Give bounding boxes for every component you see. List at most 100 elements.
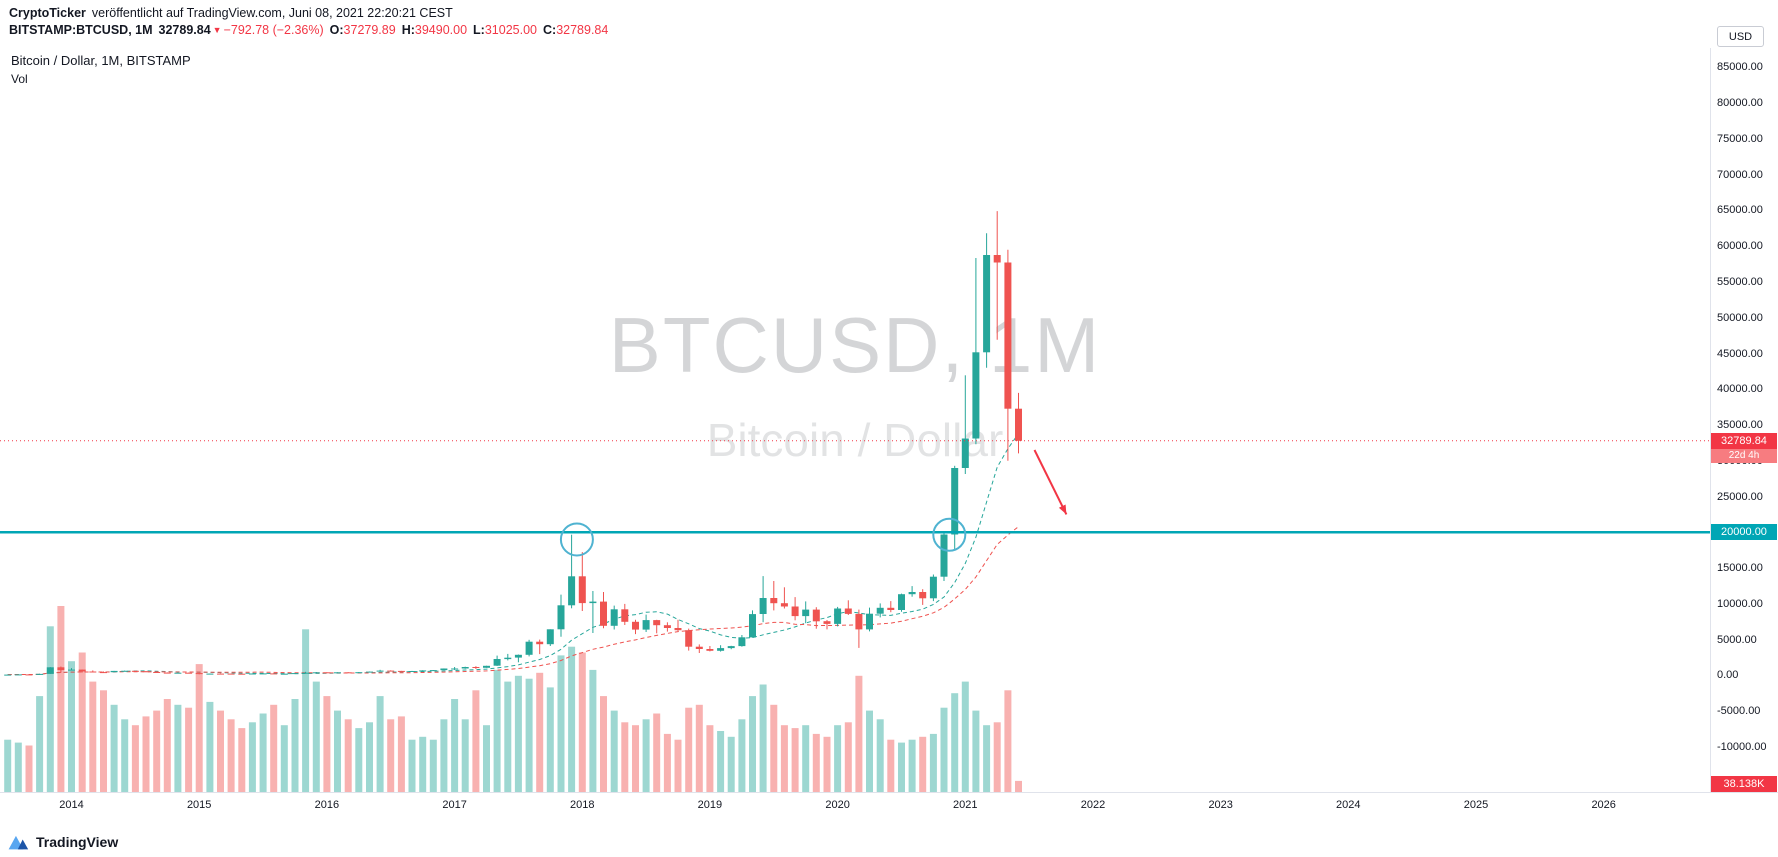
close-label: C:: [542, 23, 557, 37]
volume-bar: [185, 707, 193, 792]
volume-bar: [642, 719, 650, 792]
candle-body: [131, 670, 139, 672]
volume-bar: [568, 646, 576, 792]
candle-body: [440, 668, 448, 671]
year-tick-label: 2018: [570, 799, 595, 811]
candle-body: [472, 667, 480, 668]
volume-bar: [238, 728, 246, 792]
volume-bar: [68, 661, 75, 792]
legend-volume-indicator[interactable]: Vol: [11, 72, 28, 86]
candle-body: [663, 625, 671, 628]
volume-bar: [589, 669, 597, 792]
candle-body: [419, 670, 427, 672]
low-value: 31025.00: [484, 23, 537, 37]
year-tick-label: 2014: [59, 799, 84, 811]
candle-body: [844, 608, 852, 614]
open-value: 37279.89: [343, 23, 396, 37]
year-tick-label: 2022: [1080, 799, 1106, 811]
volume-bar: [163, 699, 171, 792]
currency-usd-button[interactable]: USD: [1717, 26, 1764, 47]
candle-body: [195, 673, 203, 675]
tradingview-logo-icon[interactable]: [8, 832, 30, 852]
candle-body: [674, 628, 682, 631]
highlight-circle[interactable]: [932, 517, 967, 552]
time-axis[interactable]: 2014 2015 2016 2017 2018 2019 2020 2021 2022 2023…: [0, 792, 1778, 819]
volume-bar: [632, 725, 639, 792]
trend-arrow[interactable]: [1033, 449, 1068, 515]
candle-body: [600, 601, 607, 626]
open-label: O:: [329, 23, 344, 37]
candle-body: [25, 674, 33, 676]
volume-bar: [344, 719, 352, 792]
candle-body: [919, 592, 927, 599]
volume-bar: [100, 690, 107, 792]
candle-body: [110, 670, 118, 673]
candle-body: [653, 620, 661, 626]
volume-bar: [823, 736, 831, 792]
volume-bar: [451, 699, 459, 792]
volume-bar: [834, 725, 842, 792]
legend-symbol-title[interactable]: Bitcoin / Dollar, 1M, BITSTAMP: [11, 53, 191, 68]
price-tick-label: 5000.00: [1717, 633, 1757, 646]
candle-body: [89, 671, 97, 673]
candle-body: [14, 674, 22, 676]
volume-bar: [493, 669, 501, 792]
volume-bar: [110, 704, 118, 792]
candle-body: [780, 603, 788, 607]
candle-body: [493, 659, 501, 666]
current-price-badge: 32789.84: [1711, 432, 1777, 449]
price-tick-label: 65000.00: [1717, 204, 1763, 217]
volume-bar: [1015, 780, 1022, 792]
highlight-circle[interactable]: [559, 522, 594, 557]
candle-body: [695, 646, 703, 649]
candle-body: [238, 673, 246, 675]
candle-body: [227, 673, 235, 675]
close-value: 32789.84: [556, 23, 609, 37]
high-value: 39490.00: [414, 23, 468, 37]
volume-bar: [983, 725, 991, 792]
trend-arrow-head[interactable]: [1058, 504, 1067, 515]
volume-bar: [323, 696, 331, 792]
price-axis[interactable]: 85000.00 80000.00 75000.00 70000.00 65000.00…: [1710, 48, 1778, 792]
volume-value-badge: 38.138K: [1711, 776, 1777, 792]
candle-body: [259, 673, 267, 675]
price-tick-label: 60000.00: [1717, 240, 1763, 253]
volume-bar: [578, 652, 586, 792]
volume-bar: [674, 739, 682, 792]
volume-bar: [280, 725, 288, 792]
candle-body: [280, 673, 288, 675]
volume-bar: [14, 742, 22, 792]
year-tick-label: 2023: [1208, 799, 1233, 811]
down-triangle-icon: ▼: [212, 25, 222, 35]
candle-body: [589, 601, 597, 604]
candle-body: [323, 672, 331, 674]
volume-bar: [195, 664, 203, 792]
volume-bar: [685, 707, 693, 792]
price-tick-label: 35000.00: [1717, 419, 1763, 431]
volume-bar: [940, 707, 948, 792]
high-label: H:: [401, 23, 415, 37]
volume-bar: [25, 745, 33, 792]
candle-body: [387, 670, 395, 672]
volume-bar: [844, 722, 852, 793]
price-tick-label: 45000.00: [1717, 347, 1763, 360]
price-tick-label: -10000.00: [1717, 740, 1767, 753]
volume-bar: [483, 725, 490, 792]
volume-bar: [312, 681, 320, 792]
candle-body: [504, 657, 512, 660]
candle-body: [578, 576, 586, 604]
tradingview-brand[interactable]: TradingView: [36, 834, 119, 850]
volume-bar: [855, 675, 863, 793]
volume-bar: [408, 739, 416, 792]
attribution-text: veröffentlicht auf TradingView.com, Juni…: [91, 6, 453, 20]
volume-bar: [557, 655, 565, 792]
volume-bar: [812, 733, 820, 792]
low-label: L:: [473, 23, 485, 37]
header: CryptoTicker veröffentlicht auf TradingVi…: [9, 5, 608, 39]
volume-bar: [89, 681, 97, 792]
candle-body: [685, 630, 693, 647]
volume-bar: [653, 713, 661, 792]
volume-bar: [142, 716, 150, 792]
candle-body: [36, 673, 44, 675]
